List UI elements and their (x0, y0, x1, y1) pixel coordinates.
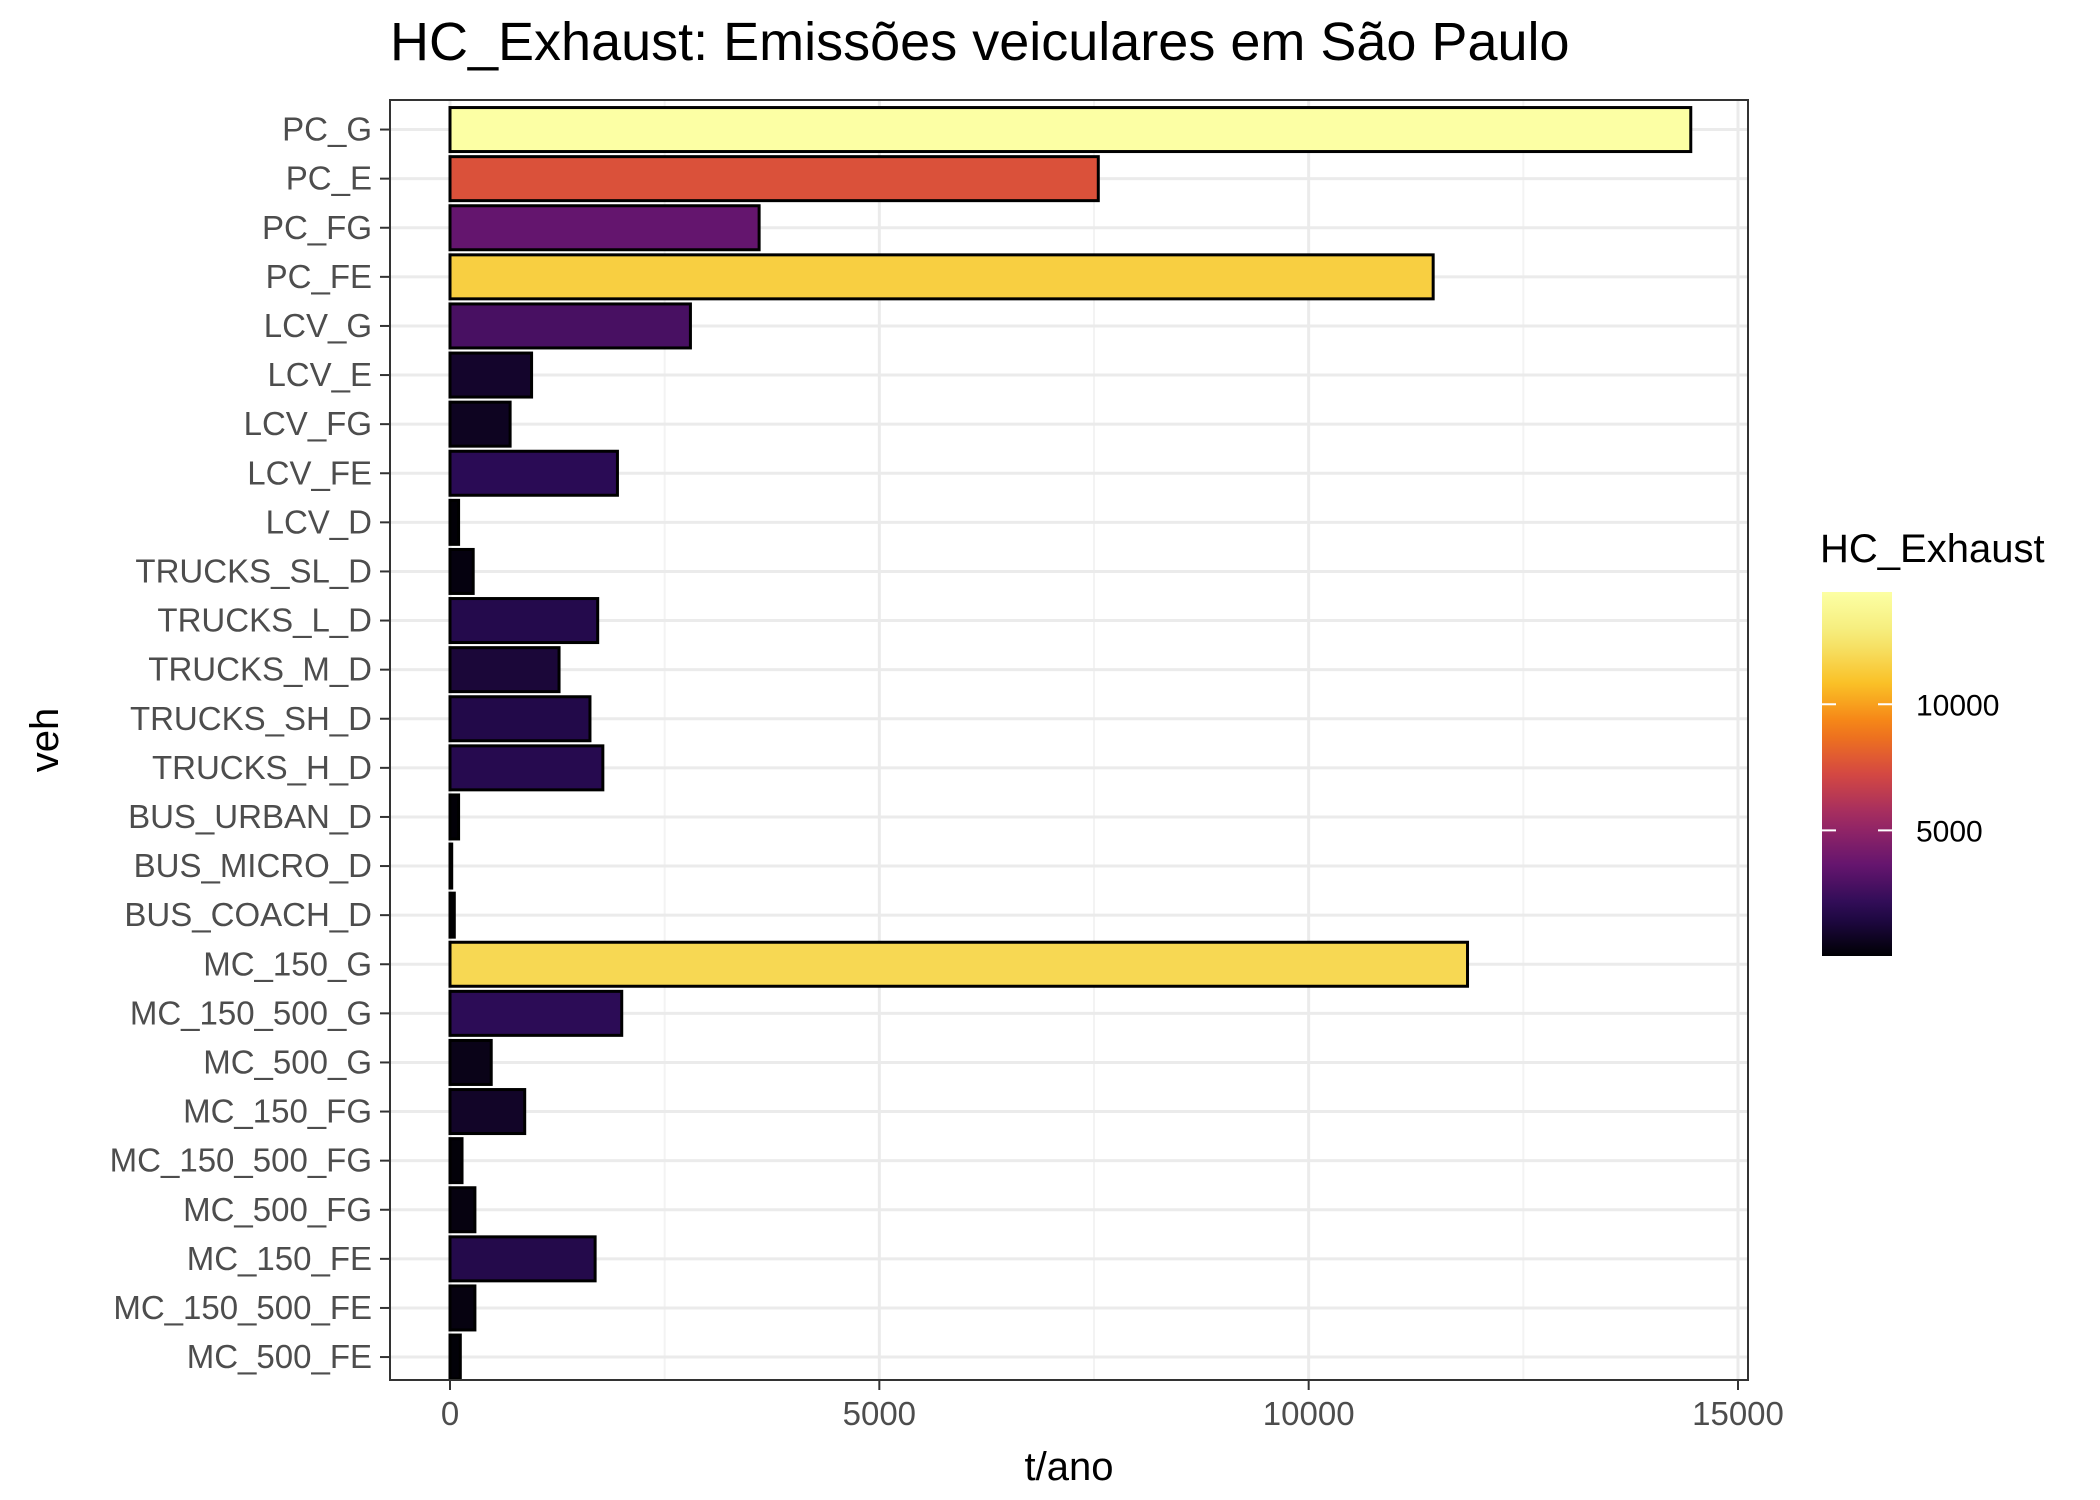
y-tick-label: BUS_URBAN_D (128, 798, 372, 835)
y-tick-label: MC_150_FG (183, 1093, 372, 1130)
x-tick-label: 5000 (843, 1395, 916, 1432)
y-tick-label: LCV_FE (247, 454, 372, 491)
bar-mc-500-fg (448, 1186, 477, 1234)
bar-bus-coach-d (448, 891, 456, 939)
bar-lcv-e (448, 351, 534, 399)
y-tick-label: MC_150_G (203, 945, 372, 982)
bar-mc-150-500-fe (448, 1284, 477, 1332)
x-axis: 0 5000 10000 15000 (441, 1380, 1784, 1432)
bars (448, 106, 1693, 1381)
y-tick-label: TRUCKS_H_D (152, 749, 372, 786)
legend-colorbar (1822, 592, 1892, 956)
y-tick-label: MC_150_500_FG (110, 1142, 372, 1179)
y-tick-label: BUS_MICRO_D (134, 847, 372, 884)
y-tick-label: PC_FE (266, 258, 372, 295)
y-tick-label: LCV_FG (244, 405, 372, 442)
y-tick-label: PC_G (282, 111, 372, 148)
y-tick-label: MC_500_G (203, 1043, 372, 1080)
y-tick-label: LCV_D (266, 503, 372, 540)
legend-tick-label: 5000 (1916, 815, 1983, 848)
bar-trucks-sl-d (448, 547, 475, 595)
bar-lcv-d (448, 498, 461, 546)
bar-trucks-sh-d (448, 695, 592, 743)
bar-mc-150-500-g (448, 989, 624, 1037)
bar-bus-micro-d (448, 842, 454, 890)
bar-trucks-l-d (448, 597, 600, 645)
x-axis-title: t/ano (1025, 1445, 1114, 1489)
x-tick-label: 0 (441, 1395, 459, 1432)
plot-border (389, 99, 1749, 1381)
y-tick-label: BUS_COACH_D (124, 896, 372, 933)
bar-pc-g (448, 106, 1693, 154)
y-axis-title: veh (23, 708, 67, 773)
legend-title: HC_Exhaust (1820, 527, 2045, 571)
bar-pc-fg (448, 204, 761, 252)
y-tick-label: TRUCKS_L_D (157, 602, 372, 639)
bar-mc-150-fg (448, 1088, 527, 1136)
y-tick-label: PC_E (286, 160, 372, 197)
chart-title: HC_Exhaust: Emissões veiculares em São P… (390, 12, 1570, 72)
bar-mc-150-fe (448, 1235, 597, 1283)
bar-mc-150-500-fg (448, 1137, 464, 1185)
legend-tick-label: 10000 (1916, 689, 1999, 722)
bar-pc-e (448, 155, 1100, 203)
bar-lcv-fe (448, 449, 619, 497)
y-tick-label: TRUCKS_M_D (148, 651, 372, 688)
bar-trucks-h-d (448, 744, 605, 792)
bar-trucks-m-d (448, 646, 561, 694)
legend: HC_Exhaust 5000 10000 (1820, 527, 2045, 956)
bar-lcv-g (448, 302, 692, 350)
bar-bus-urban-d (448, 793, 461, 841)
bar-lcv-fg (448, 400, 512, 448)
bar-mc-500-g (448, 1038, 493, 1086)
y-tick-label: LCV_E (267, 356, 372, 393)
y-tick-label: MC_500_FE (187, 1338, 372, 1375)
x-tick-label: 10000 (1263, 1395, 1355, 1432)
x-tick-label: 15000 (1692, 1395, 1784, 1432)
bar-mc-500-fe (448, 1333, 462, 1381)
bar-pc-fe (448, 253, 1435, 301)
y-tick-label: MC_500_FG (183, 1191, 372, 1228)
y-tick-label: MC_150_FE (187, 1240, 372, 1277)
y-tick-label: TRUCKS_SL_D (135, 552, 372, 589)
y-tick-label: LCV_G (264, 307, 372, 344)
y-tick-label: MC_150_500_G (130, 994, 372, 1031)
y-tick-label: MC_150_500_FE (113, 1289, 372, 1326)
y-tick-label: TRUCKS_SH_D (130, 700, 372, 737)
bar-mc-150-g (448, 940, 1470, 988)
y-tick-label: PC_FG (262, 209, 372, 246)
y-axis: PC_G PC_E PC_FG PC_FE LCV_G LCV_E LCV_FG LCV_FE… (110, 111, 390, 1375)
